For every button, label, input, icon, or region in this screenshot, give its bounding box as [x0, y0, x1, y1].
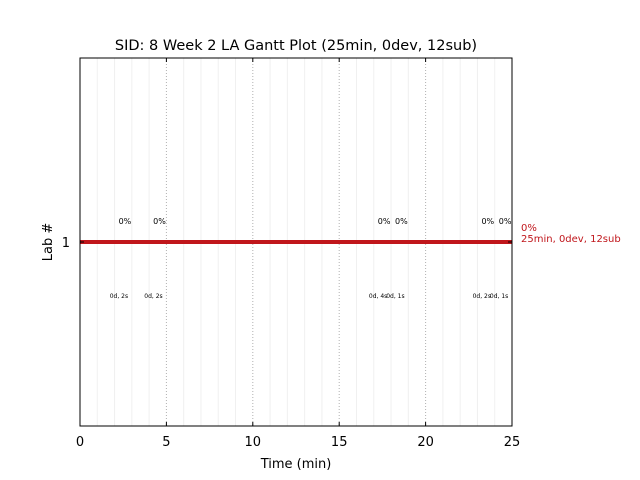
- event-note-label: 0d, 2s: [473, 293, 491, 300]
- event-percent-label: 0%: [119, 217, 132, 226]
- event-percent-label: 0%: [395, 217, 408, 226]
- x-tick-label: 0: [76, 435, 84, 450]
- lab-summary-percent: 0%: [521, 223, 537, 234]
- x-tick-label: 25: [504, 435, 521, 450]
- x-tick-label: 10: [245, 435, 262, 450]
- x-axis-label: Time (min): [260, 457, 332, 472]
- event-percent-label: 0%: [499, 217, 512, 226]
- event-note-label: 0d, 4s: [369, 293, 387, 300]
- y-axis-label: Lab #: [41, 223, 56, 262]
- x-tick-label: 15: [331, 435, 348, 450]
- x-tick-label: 5: [162, 435, 170, 450]
- event-percent-label: 0%: [481, 217, 494, 226]
- chart-title: SID: 8 Week 2 LA Gantt Plot (25min, 0dev…: [115, 38, 477, 54]
- label-layer: 0% 0d, 2s 0% 0d, 2s 0% 0d, 4s 0% 0d, 1s 0% 0d, 2s…: [110, 217, 621, 300]
- event-note-label: 0d, 1s: [490, 293, 508, 300]
- event-note-label: 0d, 2s: [144, 293, 162, 300]
- axis-layer: 0 5 10 15 20 25 1: [62, 58, 521, 450]
- lab-summary-text: 25min, 0dev, 12sub: [521, 234, 621, 245]
- x-tick-label: 20: [417, 435, 434, 450]
- event-note-label: 0d, 2s: [110, 293, 128, 300]
- event-note-label: 0d, 1s: [386, 293, 404, 300]
- y-tick-label: 1: [62, 236, 70, 251]
- event-percent-label: 0%: [378, 217, 391, 226]
- event-percent-label: 0%: [153, 217, 166, 226]
